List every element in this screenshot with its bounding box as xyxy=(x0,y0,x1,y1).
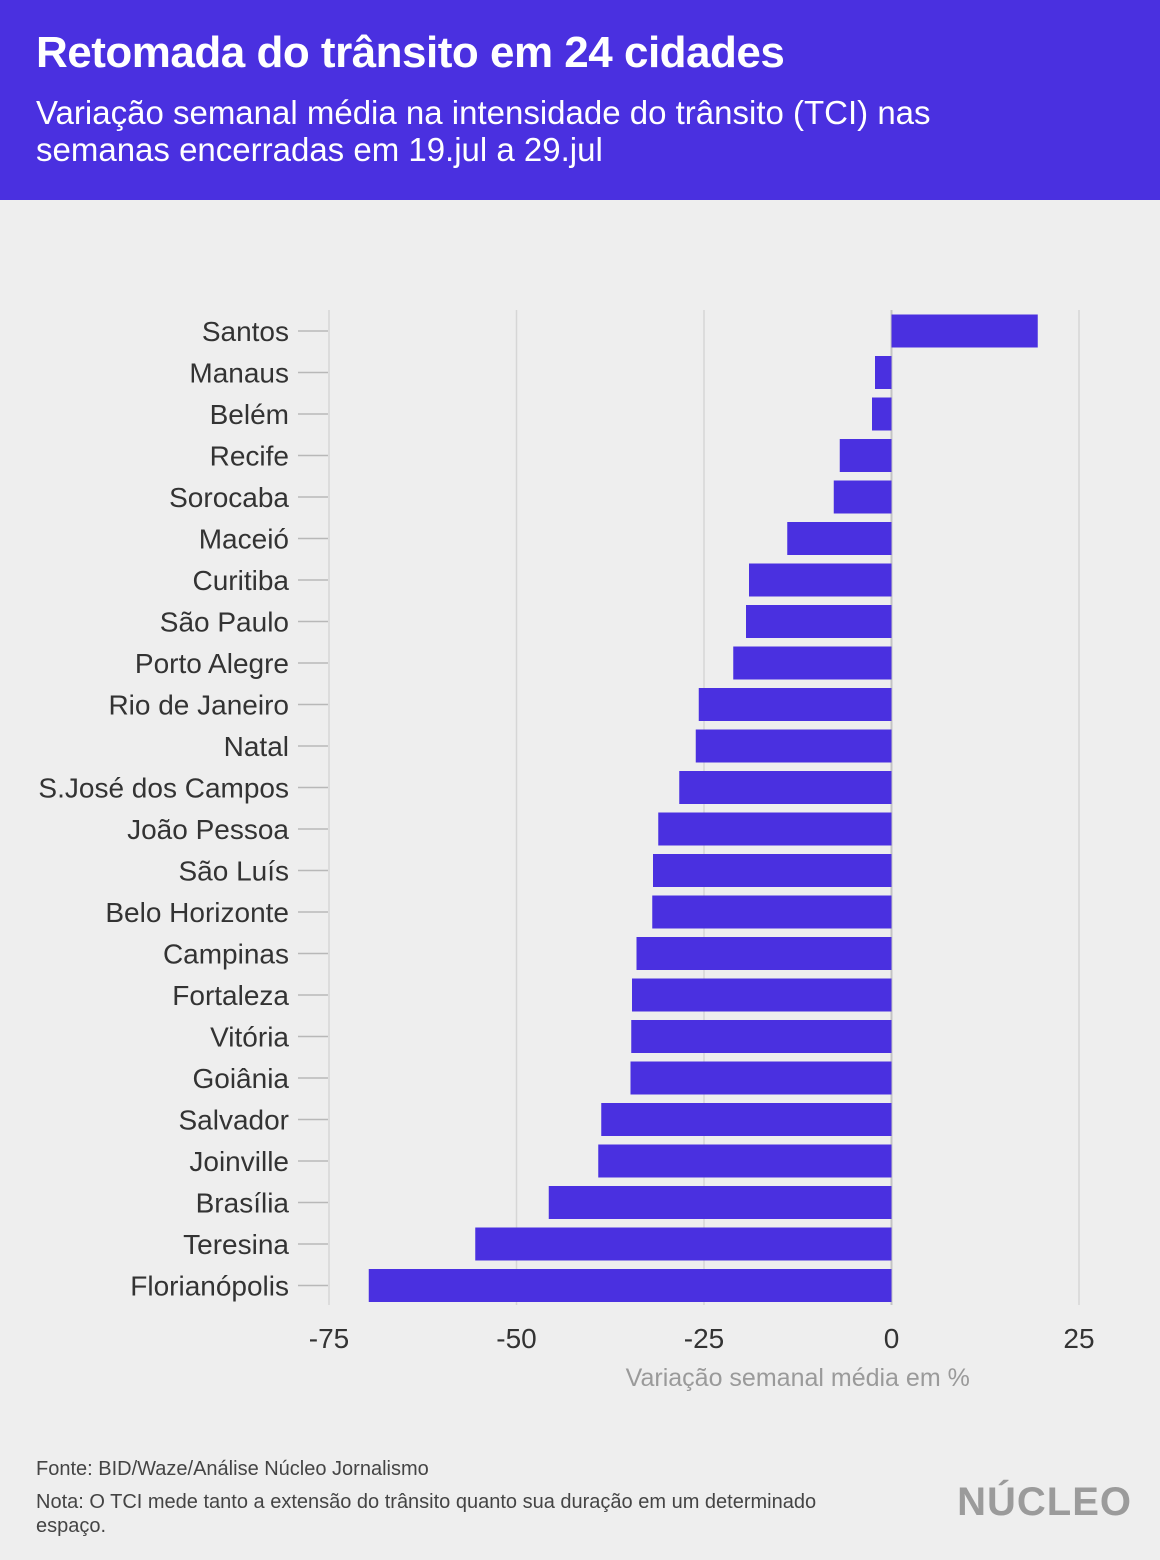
bar xyxy=(679,771,892,804)
bar xyxy=(368,1269,892,1302)
x-tick-label: 25 xyxy=(1063,1323,1094,1354)
bar xyxy=(891,314,1038,348)
bar xyxy=(658,812,892,846)
category-label: Florianópolis xyxy=(130,1271,289,1302)
bar xyxy=(872,397,892,431)
x-tick-label: 0 xyxy=(884,1323,900,1354)
bar xyxy=(749,563,892,597)
bar xyxy=(695,729,892,763)
category-label: Maceió xyxy=(199,524,289,555)
category-label: S.José dos Campos xyxy=(38,773,289,804)
bar xyxy=(630,1061,892,1095)
category-label: Curitiba xyxy=(193,565,290,596)
footnote: Nota: O TCI mede tanto a extensão do trâ… xyxy=(36,1491,817,1537)
category-label: Salvador xyxy=(178,1105,289,1136)
category-label: Recife xyxy=(210,441,289,472)
category-label: Brasília xyxy=(196,1188,290,1219)
category-label: Manaus xyxy=(189,358,289,389)
bar xyxy=(839,439,892,472)
category-label: Fortaleza xyxy=(172,980,289,1011)
category-label: São Luís xyxy=(178,856,289,887)
category-label: Natal xyxy=(224,731,289,762)
category-label: Campinas xyxy=(163,939,289,970)
bar xyxy=(475,1227,892,1261)
category-label: Vitória xyxy=(210,1022,289,1053)
bar xyxy=(733,646,892,680)
bar xyxy=(548,1186,892,1219)
bar xyxy=(833,480,892,514)
nucleo-logo: NÚCLEO xyxy=(957,1480,1132,1524)
category-label: Rio de Janeiro xyxy=(108,690,289,721)
category-label: Joinville xyxy=(189,1146,289,1177)
bar xyxy=(698,688,892,721)
bar xyxy=(746,605,892,638)
category-label: São Paulo xyxy=(160,607,289,638)
bar-chart: Santos Manaus Belém Recife Sorocaba Maceió Cur… xyxy=(38,310,1095,1392)
bar xyxy=(787,522,892,555)
bar xyxy=(631,1020,892,1053)
x-tick-label: -50 xyxy=(496,1323,536,1354)
x-tick-label: -25 xyxy=(684,1323,724,1354)
x-axis-label: Variação semanal média em % xyxy=(626,1364,970,1392)
category-label: Porto Alegre xyxy=(135,648,289,679)
category-label: João Pessoa xyxy=(127,814,289,845)
category-label: Belo Horizonte xyxy=(105,897,289,928)
chart-title: Retomada do trânsito em 24 cidades xyxy=(36,28,785,77)
category-label: Belém xyxy=(210,399,289,430)
chart-header: Retomada do trânsito em 24 cidades Varia… xyxy=(0,0,1160,200)
bar xyxy=(601,1103,892,1136)
chart-subtitle: Variação semanal média na intensidade do… xyxy=(36,94,931,168)
bar xyxy=(875,356,892,389)
bar xyxy=(652,895,892,929)
x-tick-label: -75 xyxy=(309,1323,349,1354)
bar xyxy=(598,1144,892,1178)
bar xyxy=(653,854,892,887)
category-label: Goiânia xyxy=(192,1063,289,1094)
source-note: Fonte: BID/Waze/Análise Núcleo Jornalism… xyxy=(36,1458,429,1480)
bar xyxy=(632,978,892,1012)
category-label: Teresina xyxy=(183,1229,289,1260)
category-label: Santos xyxy=(202,316,289,347)
category-label: Sorocaba xyxy=(169,482,289,513)
bar xyxy=(636,937,892,970)
